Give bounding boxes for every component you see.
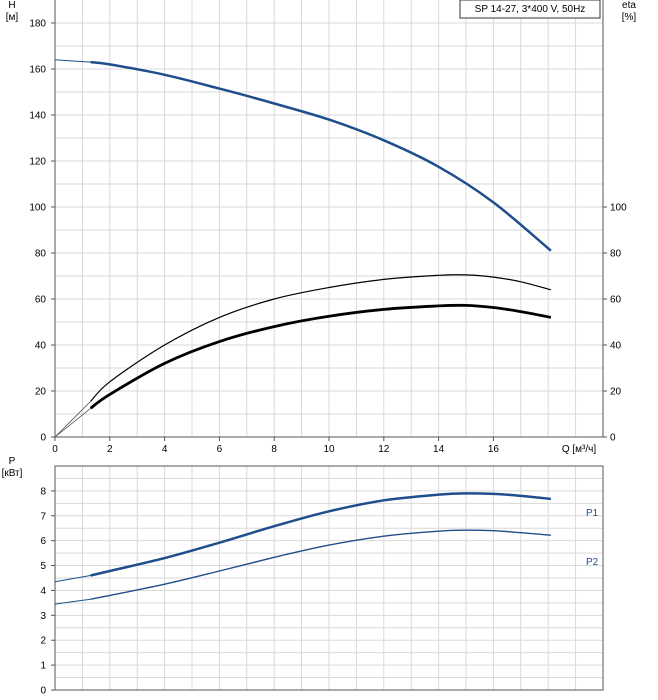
- top-grid: [55, 0, 603, 437]
- legend-p2: P2: [586, 557, 599, 568]
- power-tick-label: 5: [40, 561, 46, 572]
- x-tick-label: 16: [488, 444, 500, 455]
- y-right-tick-label: 0: [610, 433, 616, 444]
- y-left-tick-label: 60: [35, 295, 47, 306]
- power-tick-label: 0: [40, 686, 46, 697]
- power-axis-label-line2: [кВт]: [2, 468, 23, 479]
- y-left-tick-label: 160: [29, 65, 46, 76]
- power-tick-label: 8: [40, 486, 46, 497]
- title-box: SP 14-27, 3*400 V, 50Hz: [459, 0, 601, 19]
- eta-thick-curve: [89, 303, 552, 410]
- head-curve: [90, 60, 552, 252]
- x-axis-label: Q [м³/ч]: [562, 444, 597, 455]
- y-left-tick-label: 0: [40, 433, 46, 444]
- x-tick-label: 14: [433, 444, 445, 455]
- bottom-frame: [54, 465, 604, 691]
- top-ticks: 0 20 40 60 80 100 120 140 160 180 0 20 40 60 80 100 0 2 4 6…: [29, 19, 627, 456]
- y-left-tick-label: 140: [29, 111, 46, 122]
- chart-title: SP 14-27, 3*400 V, 50Hz: [475, 4, 586, 15]
- head-curve-extension: [54, 59, 91, 63]
- x-tick-label: 6: [217, 444, 223, 455]
- eta-thin-curve: [90, 274, 552, 402]
- y-right-tick-label: 60: [610, 295, 622, 306]
- p2-curve-extension: [54, 598, 91, 605]
- y-left-tick-label: 80: [35, 249, 47, 260]
- x-tick-label: 12: [378, 444, 390, 455]
- y-right-tick-label: 20: [610, 387, 622, 398]
- bottom-plot-frame: [54, 465, 604, 691]
- eta-thin-extension: [54, 401, 91, 438]
- y-left-tick-label: 100: [29, 203, 46, 214]
- power-tick-label: 4: [40, 586, 46, 597]
- p1-curve: [90, 492, 552, 577]
- y-left-tick-label: 20: [35, 387, 47, 398]
- eta-thick-extension: [54, 407, 91, 438]
- x-tick-label: 8: [271, 444, 277, 455]
- legend-p1: P1: [586, 508, 599, 519]
- y-right-tick-label: 80: [610, 249, 622, 260]
- p2-curve: [90, 529, 551, 600]
- bottom-series: [54, 492, 552, 605]
- y-left-tick-label: 120: [29, 157, 46, 168]
- power-tick-label: 2: [40, 636, 46, 647]
- top-series: [54, 59, 552, 438]
- y-right-tick-label: 40: [610, 341, 622, 352]
- x-tick-label: 4: [162, 444, 168, 455]
- y-left-label-line2: [м]: [6, 12, 19, 23]
- y-right-label-line2: [%]: [622, 12, 637, 23]
- title-box-frame: [459, 0, 601, 19]
- power-tick-label: 3: [40, 611, 46, 622]
- x-tick-label: 2: [107, 444, 113, 455]
- power-axis-label-line1: P: [9, 456, 16, 467]
- p1-curve-extension: [54, 575, 91, 583]
- y-right-tick-label: 100: [610, 203, 627, 214]
- y-left-tick-label: 40: [35, 341, 47, 352]
- power-tick-label: 1: [40, 661, 46, 672]
- bottom-grid: [55, 466, 603, 690]
- y-left-label-line1: H: [8, 0, 15, 11]
- power-tick-label: 6: [40, 536, 46, 547]
- bottom-ticks: 0 1 2 3 4 5 6 7 8: [40, 486, 55, 697]
- y-right-label-line1: eta: [622, 0, 636, 11]
- x-tick-label: 0: [52, 444, 58, 455]
- power-tick-label: 7: [40, 511, 46, 522]
- y-left-tick-label: 180: [29, 19, 46, 30]
- x-tick-label: 10: [323, 444, 335, 455]
